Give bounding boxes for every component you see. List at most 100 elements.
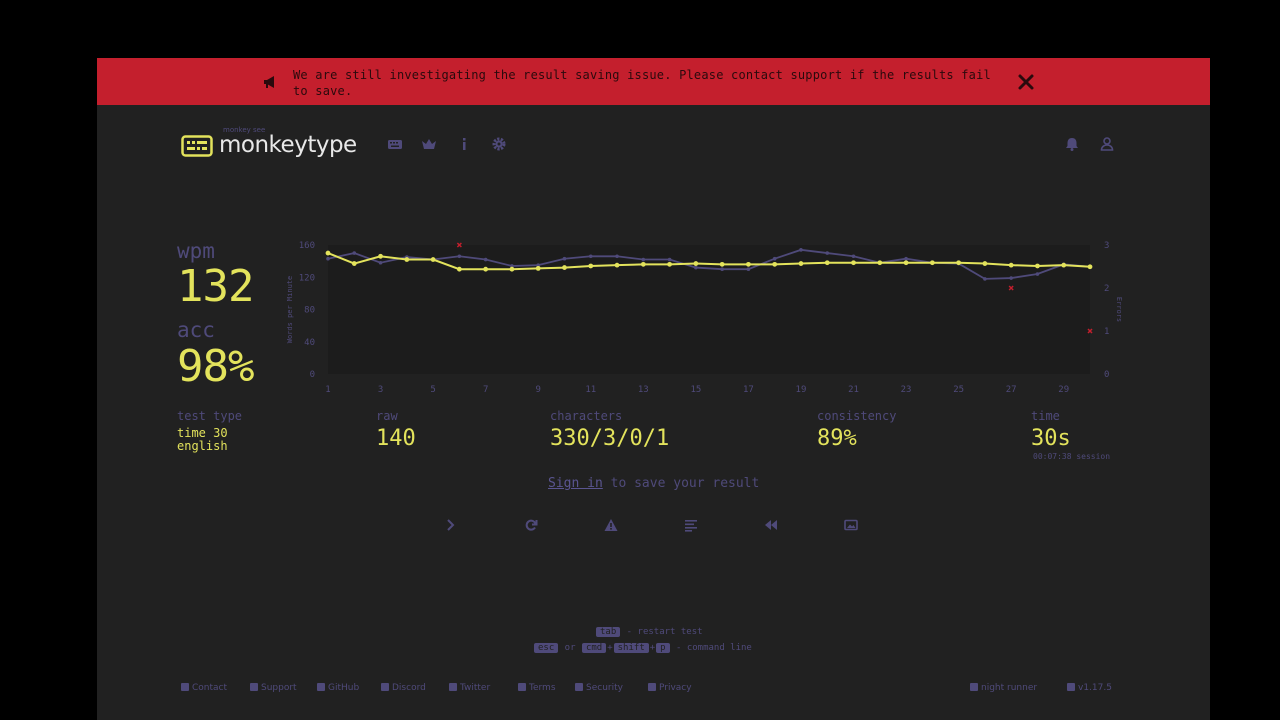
point-raw: [1009, 276, 1013, 280]
y2-tick-label: 2: [1104, 284, 1109, 294]
footer-twitter-label: Twitter: [460, 683, 491, 693]
close-icon[interactable]: [1017, 73, 1035, 91]
x-tick-label: 15: [690, 385, 701, 395]
megaphone-icon: [264, 76, 274, 88]
cmd-key: cmd: [581, 643, 607, 653]
y-tick-label: 120: [299, 273, 315, 283]
command-hint: esc or cmd + shift + p - command line: [533, 643, 752, 653]
y2-tick-label: 1: [1104, 327, 1109, 337]
point-wpm: [325, 250, 331, 256]
point-raw: [352, 251, 357, 255]
consistency-value: 89%: [817, 426, 857, 451]
x-tick-label: 13: [638, 385, 649, 395]
point-raw: [720, 267, 724, 271]
point-wpm: [824, 260, 830, 266]
footer-security-label: Security: [586, 683, 623, 693]
x-tick-label: 17: [743, 385, 754, 395]
footer-security[interactable]: Security: [575, 683, 623, 693]
theme-label: night runner: [981, 683, 1038, 693]
point-raw: [983, 277, 987, 281]
gear-icon[interactable]: [491, 136, 507, 152]
plus-text: +: [607, 643, 613, 653]
point-wpm: [1061, 262, 1067, 268]
logo-text: monkeytype: [219, 132, 357, 158]
point-wpm: [430, 257, 436, 262]
restart-icon[interactable]: [524, 518, 538, 532]
or-text: or: [559, 643, 581, 653]
code-icon: [317, 683, 325, 691]
wpm-value: 132: [177, 261, 254, 312]
point-raw: [1035, 272, 1040, 276]
series-line-wpm: [327, 252, 1091, 271]
footer-terms[interactable]: Terms: [518, 683, 556, 693]
x-tick-label: 1: [325, 385, 330, 395]
plus-text-2: +: [649, 643, 656, 653]
discord-icon: [381, 683, 389, 691]
x-tick-label: 3: [378, 385, 383, 395]
user-icon[interactable]: [1099, 136, 1115, 152]
point-raw: [536, 263, 541, 267]
point-wpm: [719, 261, 725, 267]
point-raw: [904, 256, 908, 261]
footer-github[interactable]: GitHub: [317, 683, 359, 693]
error-marker: [1087, 328, 1093, 334]
footer-privacy[interactable]: Privacy: [648, 683, 692, 693]
logo-subtitle: monkey see: [223, 126, 266, 134]
point-wpm: [877, 260, 883, 266]
x-tick-label: 7: [483, 385, 488, 395]
point-wpm: [903, 260, 909, 266]
shield-icon: [575, 683, 583, 691]
donate-icon: [250, 683, 258, 691]
replay-icon[interactable]: [764, 518, 778, 532]
envelope-icon: [181, 683, 189, 691]
point-wpm: [798, 261, 804, 266]
footer-contact[interactable]: Contact: [181, 683, 227, 693]
acc-label: acc: [177, 318, 215, 342]
time-label: time: [1031, 409, 1060, 423]
footer-support[interactable]: Support: [250, 683, 297, 693]
bell-icon[interactable]: [1064, 136, 1080, 152]
x-tick-label: 5: [430, 385, 435, 395]
x-tick-label: 27: [1006, 385, 1017, 395]
x-tick-label: 23: [901, 385, 912, 395]
time-value: 30s: [1031, 426, 1071, 451]
point-raw: [799, 248, 803, 252]
footer-discord[interactable]: Discord: [381, 683, 426, 693]
signin-link[interactable]: Sign in: [548, 476, 603, 491]
characters-label: characters: [550, 409, 623, 423]
point-wpm: [640, 261, 646, 267]
signin-rest: to save your result: [602, 476, 760, 491]
point-wpm: [614, 262, 620, 268]
point-raw: [641, 257, 646, 262]
info-icon[interactable]: [456, 136, 472, 152]
screenshot-icon[interactable]: [844, 518, 858, 532]
point-wpm: [378, 253, 383, 259]
next-test-icon[interactable]: [444, 518, 458, 532]
session-time: 00:07:38 session: [1033, 452, 1111, 461]
point-wpm: [851, 260, 856, 266]
palette-icon: [970, 683, 978, 691]
footer-twitter[interactable]: Twitter: [449, 683, 490, 693]
crown-icon[interactable]: [421, 136, 437, 152]
point-wpm: [1035, 263, 1040, 269]
theme-button[interactable]: night runner: [970, 683, 1037, 693]
y2-tick-label: 0: [1104, 370, 1109, 380]
point-raw: [694, 265, 698, 270]
footer-terms-label: Terms: [529, 683, 556, 693]
restart-hint-text: - restart test: [621, 627, 703, 637]
footer-contact-label: Contact: [192, 683, 228, 693]
x-tick-label: 19: [796, 385, 807, 395]
words-history-icon[interactable]: [684, 518, 698, 532]
x-tick-label: 29: [1058, 385, 1069, 395]
point-raw: [562, 256, 567, 261]
lock-icon: [648, 683, 656, 691]
version-button[interactable]: v1.17.5: [1067, 683, 1112, 693]
restart-hint: tab - restart test: [595, 627, 703, 637]
warning-icon[interactable]: [604, 518, 618, 532]
x-tick-label: 9: [535, 385, 540, 395]
point-raw: [378, 260, 383, 265]
test-type-label: test type: [177, 409, 243, 423]
test-type-language: english: [177, 439, 228, 453]
keyboard-icon[interactable]: [387, 136, 403, 152]
